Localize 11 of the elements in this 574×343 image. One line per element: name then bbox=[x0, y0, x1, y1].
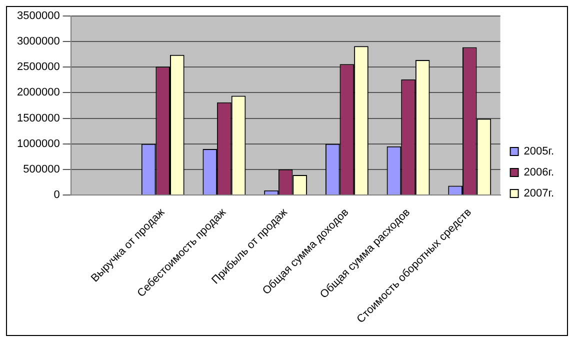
legend-label: 2007г. bbox=[524, 188, 554, 200]
y-tick-label: 1500000 bbox=[16, 112, 60, 124]
y-tick-label: 3000000 bbox=[16, 36, 60, 48]
legend-label: 2006г. bbox=[524, 166, 554, 179]
y-tick-label: 1000000 bbox=[16, 138, 60, 150]
y-tick-label: 500000 bbox=[23, 163, 60, 176]
y-tick-label: 2500000 bbox=[16, 61, 60, 74]
y-tick-label: 3500000 bbox=[16, 10, 60, 22]
y-tick-label: 2000000 bbox=[16, 86, 60, 99]
legend-label: 2005г. bbox=[524, 146, 554, 158]
y-tick-label: 0 bbox=[54, 189, 60, 202]
